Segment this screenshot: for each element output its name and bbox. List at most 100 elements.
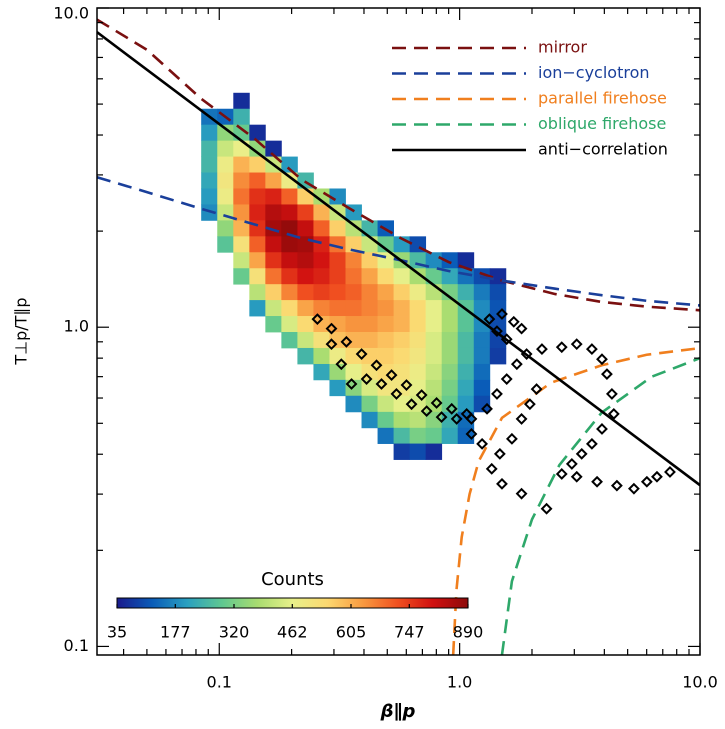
diamond-marker xyxy=(493,447,506,460)
heatmap-cell xyxy=(313,252,330,269)
heatmap-cell xyxy=(393,347,411,365)
heatmap-cell xyxy=(409,300,427,317)
heatmap-cell xyxy=(393,411,411,429)
heatmap-cell xyxy=(345,252,362,269)
heatmap-cell xyxy=(425,347,443,365)
heatmap-cell xyxy=(217,188,234,205)
heatmap-cell xyxy=(249,156,266,173)
diamond-marker xyxy=(385,369,398,381)
legend-label: oblique firehose xyxy=(538,114,666,133)
heatmap-cell xyxy=(393,332,411,349)
heatmap-cell xyxy=(489,300,507,317)
diamond-marker xyxy=(496,308,508,320)
heatmap-cell xyxy=(297,188,314,205)
heatmap-cell xyxy=(457,252,475,269)
heatmap-cell xyxy=(425,252,443,269)
heatmap-cell xyxy=(441,363,459,381)
heatmap-cell xyxy=(441,379,459,397)
diamond-marker xyxy=(465,428,478,440)
diamond-marker xyxy=(335,358,348,371)
y-tick-label: 1.0 xyxy=(64,317,89,336)
heatmap-cell xyxy=(329,252,346,269)
heatmap-cell xyxy=(473,300,491,317)
diamond-marker xyxy=(400,379,413,391)
heatmap-cell xyxy=(201,156,218,173)
heatmap-cell xyxy=(233,92,250,110)
diamond-marker xyxy=(325,322,338,335)
y-tick-label: 0.1 xyxy=(64,636,89,655)
heatmap-cell xyxy=(313,363,330,381)
heatmap-cell xyxy=(457,347,475,365)
heatmap-cell xyxy=(249,188,266,205)
heatmap-cell xyxy=(265,284,282,301)
diamond-marker xyxy=(605,388,618,400)
heatmap-cell xyxy=(377,427,394,444)
threshold-line xyxy=(500,356,700,655)
heatmap-cell xyxy=(329,332,346,349)
heatmap-cell xyxy=(409,363,427,381)
diamond-marker xyxy=(628,482,640,495)
heatmap-cell xyxy=(409,332,427,349)
heatmap-cell xyxy=(489,284,507,301)
diamond-marker xyxy=(555,341,568,354)
heatmap-cell xyxy=(265,172,282,189)
diamond-marker xyxy=(570,470,583,483)
heatmap-cell xyxy=(393,268,411,285)
diamond-marker xyxy=(450,413,463,425)
diamond-marker xyxy=(325,338,338,351)
y-tick-label: 10.0 xyxy=(53,4,89,23)
heatmap-cell xyxy=(441,268,459,285)
heatmap-cell xyxy=(393,427,411,444)
heatmap-cell xyxy=(473,332,491,349)
heatmap-cell xyxy=(473,347,491,365)
diamond-marker xyxy=(585,437,598,450)
diamond-marker xyxy=(375,378,388,390)
heatmap-cell xyxy=(249,236,266,253)
heatmap-cell xyxy=(377,268,394,285)
heatmap-cell xyxy=(345,395,362,413)
diamond-marker xyxy=(515,413,528,425)
heatmap-cell xyxy=(265,188,282,205)
colorbar-tick-label: 35 xyxy=(107,623,127,642)
heatmap-cell xyxy=(297,268,314,285)
heatmap-cell xyxy=(345,236,362,253)
heatmap-cell xyxy=(441,427,459,444)
heatmap-cell xyxy=(297,204,314,221)
heatmap-cell xyxy=(345,220,362,237)
heatmap-cell xyxy=(361,316,378,333)
heatmap-cell xyxy=(377,363,394,381)
diamond-marker xyxy=(523,398,536,411)
diamond-marker xyxy=(483,313,496,326)
heatmap-cell xyxy=(233,220,250,237)
heatmap-cell xyxy=(457,332,475,349)
diamond-marker xyxy=(520,348,533,360)
heatmap-cell xyxy=(425,332,443,349)
heatmap-cell xyxy=(233,156,250,173)
heatmap-cell xyxy=(265,316,282,333)
heatmap-cell xyxy=(281,188,298,205)
heatmap-cell xyxy=(393,395,411,413)
heatmap-cell xyxy=(441,347,459,365)
heatmap-cell xyxy=(473,363,491,381)
heatmap-cell xyxy=(425,268,443,285)
heatmap-cell xyxy=(329,220,346,237)
diamond-marker xyxy=(651,470,663,483)
heatmap-cell xyxy=(345,268,362,285)
heatmap-cell xyxy=(377,316,394,333)
diamond-marker xyxy=(540,502,553,515)
diamond-marker xyxy=(500,333,513,346)
heatmap-cell xyxy=(377,300,394,317)
heatmap-cell xyxy=(361,347,378,365)
heatmap-cell xyxy=(313,268,330,285)
heatmap-cell xyxy=(281,268,298,285)
diamond-marker xyxy=(405,398,418,411)
heatmap-cell xyxy=(329,284,346,301)
colorbar-tick-label: 890 xyxy=(453,623,484,642)
diamond-marker xyxy=(515,322,528,335)
x-tick-label: 10.0 xyxy=(682,673,718,692)
heatmap-cell xyxy=(361,300,378,317)
heatmap-cell xyxy=(345,379,362,397)
diamond-marker xyxy=(485,462,498,475)
